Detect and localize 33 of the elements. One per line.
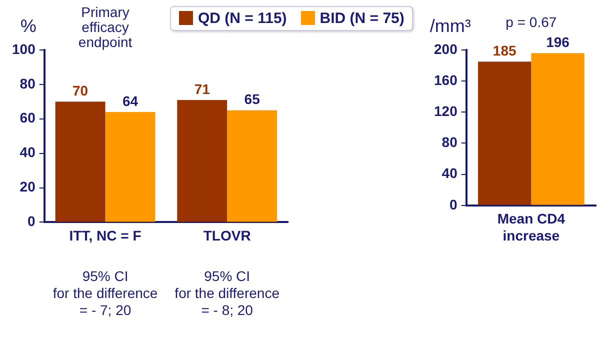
- x-tick-label: TLOVR: [203, 227, 251, 244]
- y-tick-label: 100: [12, 40, 36, 57]
- x-tick-label: ITT, NC = F: [69, 227, 142, 244]
- data-label: 70: [72, 82, 88, 99]
- text: 95% CI for the difference = - 7; 20: [52, 268, 158, 318]
- legend-label: BID (N = 75): [318, 10, 404, 27]
- data-label: 185: [492, 42, 516, 59]
- data-label: 65: [244, 91, 260, 108]
- text: 95% CI for the difference = - 8; 20: [174, 268, 280, 318]
- y-tick-label: 40: [20, 144, 36, 160]
- x-tick-label: Mean CD4 increase: [497, 210, 566, 244]
- y-tick-label: 20: [20, 178, 36, 195]
- legend-label: QD (N = 115): [197, 10, 287, 27]
- text: p = 0.67: [506, 14, 557, 30]
- y-tick-label: 80: [442, 134, 458, 150]
- bar: [55, 102, 106, 222]
- y-tick-label: 200: [434, 40, 458, 57]
- y-tick-label: 120: [434, 103, 458, 120]
- bar: [227, 110, 278, 222]
- y-tick-label: 40: [442, 165, 458, 182]
- data-label: 196: [546, 34, 570, 50]
- y-tick-label: 0: [28, 213, 36, 230]
- text: Primary efficacy endpoint: [78, 4, 132, 50]
- y-axis-title: /mm³: [430, 16, 471, 36]
- bar: [105, 112, 156, 222]
- data-label: 64: [122, 92, 138, 109]
- y-axis-title: %: [20, 16, 36, 36]
- bar: [177, 100, 228, 222]
- y-tick-label: 80: [20, 75, 36, 92]
- y-tick-label: 60: [20, 110, 36, 126]
- y-tick-label: 0: [450, 196, 458, 212]
- y-tick-label: 160: [434, 72, 458, 88]
- data-label: 71: [194, 80, 210, 97]
